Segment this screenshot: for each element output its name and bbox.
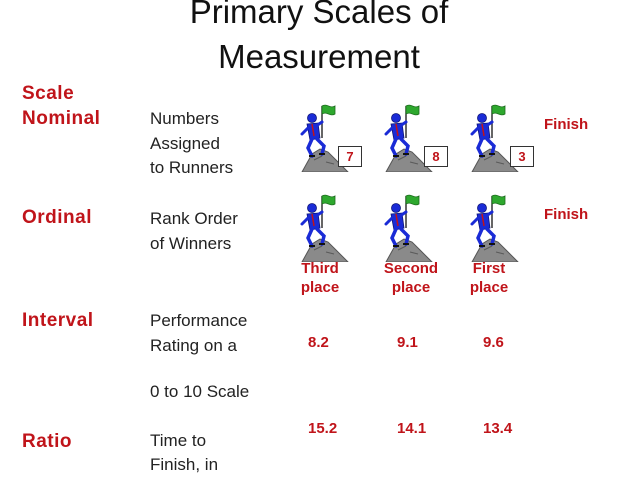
interval-desc-line-1: Performance [150,311,248,330]
interval-label: Interval [22,310,94,331]
interval-value: 8.2 [308,334,329,351]
place-label-third: Third place [290,259,350,297]
title-line-2: Measurement [218,38,420,75]
place-line-1: Second [383,260,439,277]
place-label-second: Second place [376,259,446,297]
ordinal-desc-line-1: Rank Order [150,209,238,228]
interval-desc-line-3: 0 to 10 Scale [150,382,250,401]
place-line-2: place [300,279,340,296]
runner-number-box: 3 [510,146,534,167]
ordinal-label: Ordinal [22,207,93,228]
runner-number-box: 7 [338,146,362,167]
ordinal-desc-line-2: of Winners [150,234,232,253]
runner-number-box: 8 [424,146,448,167]
ratio-value: 14.1 [397,420,427,437]
ratio-value: 13.4 [483,420,513,437]
place-line-2: place [469,279,509,296]
climber-with-flag-icon [300,193,350,262]
finish-label-nominal: Finish [544,116,589,133]
nominal-desc-line-2: Assigned [150,134,220,153]
finish-label-ordinal: Finish [544,206,589,223]
place-line-1: First [472,260,506,277]
nominal-desc-line-1: Numbers [150,109,219,128]
climber-with-flag-icon [470,193,520,262]
nominal-desc-line-3: to Runners [150,158,234,177]
interval-value: 9.1 [397,334,418,351]
place-label-first: First place [459,259,519,297]
title-line-1: Primary Scales of [189,0,449,30]
ratio-desc-line-1: Time to [150,431,207,450]
scale-heading: Scale [22,83,75,104]
ratio-value: 15.2 [308,420,338,437]
ratio-label: Ratio [22,431,72,452]
climber-with-flag-icon [384,193,434,262]
interval-value: 9.6 [483,334,504,351]
interval-desc-line-2: Rating on a [150,336,237,355]
ratio-desc-line-2: Finish, in [150,455,219,474]
nominal-label: Nominal [22,108,101,129]
place-line-2: place [391,279,431,296]
place-line-1: Third [301,260,339,277]
